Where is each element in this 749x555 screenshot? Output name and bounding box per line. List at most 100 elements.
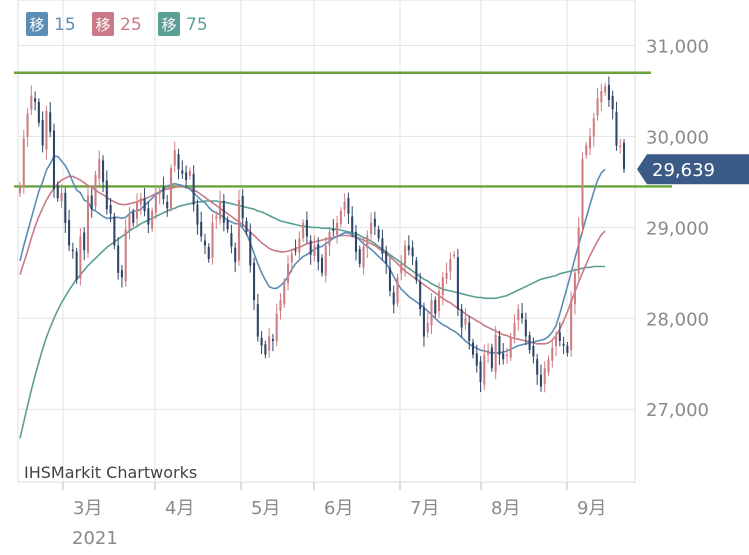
candle-body [475,353,478,366]
candle-body [120,270,123,278]
candle-body [622,142,626,170]
candle-body [94,174,97,207]
candle-body [215,216,218,219]
candle-body [237,200,240,261]
candle-body [154,195,157,213]
candle-body [279,300,282,312]
candle-body [328,231,331,246]
candle-body [419,281,422,310]
candle-body [90,195,93,210]
candle-body [211,222,214,258]
legend-badge-text: 移 [161,16,176,34]
candle-body [498,336,501,355]
candle-body [98,159,101,179]
candle-body [464,318,467,325]
candle-body [570,300,573,351]
candle-body [445,272,448,279]
candle-body [71,249,74,252]
candle-body [173,150,176,166]
candle-body [302,222,305,239]
candle-body [392,292,395,305]
legend-badge [158,12,180,36]
candle-body [230,233,233,247]
candle-body [22,138,25,187]
candle-body [573,272,576,305]
candle-body [566,345,569,353]
candle-body [271,339,274,342]
candle-body [434,300,437,314]
candle-body [185,172,188,181]
candle-body [562,343,565,346]
legend-item-ma15[interactable]: 移 15 [26,12,76,36]
candle-body [453,254,456,257]
candle-body [400,263,403,274]
candle-body [502,353,505,360]
x-tick-label: 6月 [324,498,353,519]
candle-body [117,245,120,273]
candle-body [396,277,399,304]
candle-body [26,113,29,137]
candle-body [305,220,308,237]
candle-body [596,98,599,116]
candle-body [18,185,22,194]
candle-body [555,336,558,347]
chart-credit: IHSMarkit Chartworks [24,463,197,482]
candle-body [128,213,131,231]
candle-body [607,85,610,101]
candle-body [169,168,173,209]
y-tick-label: 27,000 [646,400,709,421]
candle-body [207,246,210,260]
candle-body [192,173,195,205]
x-tick-label: 4月 [165,498,194,519]
candle-body [34,98,37,102]
candle-body [317,244,320,262]
candle-body [524,319,527,337]
candle-body [105,180,108,210]
legend-item-ma25[interactable]: 移 25 [92,12,142,36]
candle-body [147,208,150,225]
candle-body [135,201,139,219]
x-tick-label: 3月 [73,498,102,519]
reference-lines [14,71,672,188]
candle-body [324,245,327,276]
candle-body [75,251,78,281]
candle-body [366,235,369,248]
candle-body [339,210,342,225]
legend-badge-text: 移 [29,16,44,34]
candle-body [483,354,486,385]
candle-body [298,238,301,253]
grid-lines [18,0,635,482]
candle-body [113,216,116,246]
candle-body [528,335,531,351]
candle-body [441,277,444,296]
candle-body [358,249,361,264]
candle-body [60,192,63,201]
candle-body [422,307,425,337]
candle-body [264,344,267,355]
candle-body [64,192,67,223]
candle-body [52,130,56,190]
candle-body [83,232,86,251]
candle-body [373,218,376,227]
candle-body [181,170,184,174]
candle-body [203,240,207,246]
candle-body [551,347,554,361]
candle-body [313,245,316,257]
candle-body [430,300,433,326]
moving-averages [19,155,606,439]
candle-body [309,240,312,255]
candle-body [487,350,490,355]
legend-badge [92,12,114,36]
legend-item-ma75[interactable]: 移 75 [158,12,208,36]
x-axis-ticks: 3月 4月 5月 6月 7月 8月 9月 [62,482,606,519]
candle-body [109,205,112,214]
candle-body [381,238,384,254]
y-tick-label: 31,000 [646,36,709,57]
candle-body [585,145,588,156]
candle-body [539,374,542,387]
x-tick-label: 7月 [410,498,439,519]
candle-body [437,291,441,312]
candle-body [166,201,169,209]
candle-body [234,247,237,262]
